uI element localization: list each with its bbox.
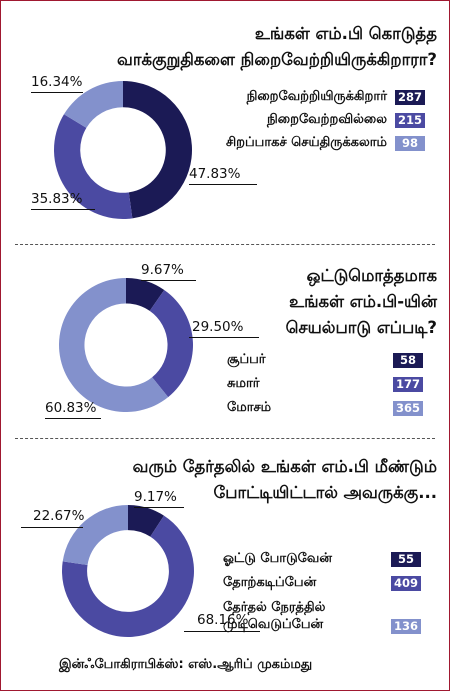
chart2-donut xyxy=(59,278,193,412)
chart3-title-line2: போட்டியிட்டால் அவருக்கு... xyxy=(213,483,437,502)
chart1-donut xyxy=(53,81,193,219)
chart2-slice-1 xyxy=(149,289,193,398)
chart1-pct-label-0: 47.83% xyxy=(189,166,241,182)
credit-line: இன்ஃபோகிராபிக்ஸ்: எஸ்.ஆரிப் முகம்மது xyxy=(59,657,313,672)
chart2-slice-0 xyxy=(126,278,165,311)
chart2-slice-2 xyxy=(59,278,169,412)
chart2-title: ஒட்டுமொத்தமாக உங்கள் எம்.பி-யின் செயல்பா… xyxy=(177,263,437,341)
chart3-slice-2 xyxy=(62,505,129,566)
chart2-legend-value-0: 58 xyxy=(393,353,423,368)
chart2-legend-label-0: சூப்பர் xyxy=(227,352,266,367)
divider-2 xyxy=(15,438,435,439)
chart1-legend-value-0: 287 xyxy=(395,90,425,105)
chart2-pct-label-0: 9.67% xyxy=(141,262,184,278)
chart3-pct-label-1: 68.16% xyxy=(197,612,249,628)
chart1-title-line1: உங்கள் எம்.பி கொடுத்த xyxy=(254,24,437,43)
chart1-legend-label-0: நிறைவேற்றியிருக்கிறார் xyxy=(246,89,387,104)
divider-1 xyxy=(15,244,435,245)
chart3-legend-value-1: 409 xyxy=(391,576,421,591)
chart2-pct-label-1: 29.50% xyxy=(192,319,244,335)
chart3-pct-label-0: 9.17% xyxy=(134,489,177,505)
chart3-donut xyxy=(61,505,194,637)
chart1-slice-1 xyxy=(53,114,133,219)
chart2-title-line3: செயல்பாடு எப்படி? xyxy=(285,318,437,337)
chart2-legend-value-2: 365 xyxy=(393,401,423,416)
chart1-legend-value-1: 215 xyxy=(395,113,425,128)
chart3-legend-label-0: ஓட்டு போடுவேன் xyxy=(223,551,332,566)
chart1-legend-label-2: சிறப்பாகச் செய்திருக்கலாம் xyxy=(225,135,387,150)
chart3-title-line1: வரும் தேர்தலில் உங்கள் எம்.பி மீண்டும் xyxy=(132,457,437,476)
chart1-title: உங்கள் எம்.பி கொடுத்த வாக்குறுதிகளை நிறை… xyxy=(17,21,437,73)
chart2-title-line1: ஒட்டுமொத்தமாக xyxy=(306,266,437,285)
chart1-pct-label-2: 16.34% xyxy=(31,74,83,90)
chart3-legend-value-2: 136 xyxy=(391,619,421,634)
chart1-slice-0 xyxy=(123,81,193,219)
chart2-legend-value-1: 177 xyxy=(393,377,423,392)
chart1-legend-label-1: நிறைவேற்றவில்லை xyxy=(267,112,387,127)
chart3-pct-label-2: 22.67% xyxy=(33,508,85,524)
chart3-slice-1 xyxy=(61,515,194,637)
chart1-title-line2: வாக்குறுதிகளை நிறைவேற்றியிருக்கிறாரா? xyxy=(117,50,437,69)
chart2-legend-label-2: மோசம் xyxy=(227,400,272,415)
chart3-legend-label-1: தோற்கடிப்பேன் xyxy=(223,575,317,590)
chart1-legend-value-2: 98 xyxy=(395,136,425,151)
chart2-pct-label-2: 60.83% xyxy=(45,400,97,416)
chart2-legend-label-1: சுமார் xyxy=(227,376,260,391)
chart3-title: வரும் தேர்தலில் உங்கள் எம்.பி மீண்டும் ப… xyxy=(37,454,437,506)
chart1-pct-label-1: 35.83% xyxy=(31,191,83,207)
chart2-title-line2: உங்கள் எம்.பி-யின் xyxy=(289,292,437,311)
chart3-slice-0 xyxy=(128,505,164,537)
chart3-legend-value-0: 55 xyxy=(391,552,421,567)
chart1-slice-2 xyxy=(63,81,123,128)
chart3-legend-label-2: தேர்தல் நேரத்தில் முடிவெடுப்பேன் xyxy=(223,600,326,632)
